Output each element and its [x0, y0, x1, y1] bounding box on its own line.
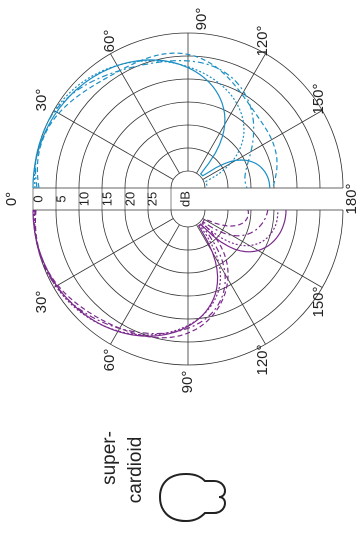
lower-curve-4	[34, 209, 250, 339]
angle-label-90-lower: 90°	[179, 371, 196, 394]
upper-curve-4	[36, 52, 278, 189]
angle-label-30-lower: 30°	[33, 291, 50, 314]
spoke-bottom	[110, 224, 180, 345]
pattern-label-line2: cardioid	[125, 437, 146, 504]
angle-labels-lower: 30° 60° 90° 120° 150°	[33, 286, 327, 393]
spoke-bottom	[53, 218, 174, 288]
angle-label-150-lower: 150°	[310, 286, 327, 317]
unit-label-db: dB	[177, 191, 192, 207]
spoke-top	[53, 110, 174, 180]
grid-ring-top	[170, 170, 206, 189]
upper-curve-1	[32, 59, 271, 189]
angle-label-180: 180°	[343, 183, 360, 214]
ring-label-5: 5	[53, 195, 68, 202]
ring-label-25: 25	[144, 192, 159, 206]
angle-label-60-lower: 60°	[101, 349, 118, 372]
angle-label-120-lower: 120°	[254, 344, 271, 375]
angle-label-90: 90°	[193, 8, 210, 31]
spoke-top	[202, 110, 323, 180]
angle-label-0: 0°	[3, 192, 20, 206]
angle-labels-upper: 0° 30° 60° 90° 120° 150° 180°	[3, 8, 360, 215]
ring-label-0: 0	[30, 195, 45, 202]
ring-label-10: 10	[76, 192, 91, 206]
lower-curve-1	[32, 209, 287, 337]
angle-label-120: 120°	[254, 25, 271, 56]
lower-curve-3	[33, 209, 269, 335]
spoke-top	[196, 53, 266, 174]
pattern-legend: super- cardioid	[99, 431, 227, 523]
upper-curve-3	[34, 59, 255, 189]
angle-label-30: 30°	[33, 89, 50, 112]
ring-label-15: 15	[99, 192, 114, 206]
polar-grid	[32, 32, 344, 366]
ring-label-20: 20	[122, 192, 137, 206]
pattern-label-line1: super-	[99, 431, 120, 485]
spoke-top	[110, 53, 180, 174]
frequency-curves-upper	[32, 52, 278, 189]
spoke-bottom	[196, 224, 266, 345]
spoke-bottom	[202, 218, 323, 288]
ring-label-band: 0 5 10 15 20 25 dB	[30, 191, 192, 207]
angle-label-150: 150°	[310, 83, 327, 114]
supercardioid-pattern-icon	[158, 472, 227, 523]
upper-curve-2	[33, 60, 245, 189]
angle-label-60: 60°	[101, 30, 118, 53]
frequency-curves-lower	[32, 209, 287, 339]
